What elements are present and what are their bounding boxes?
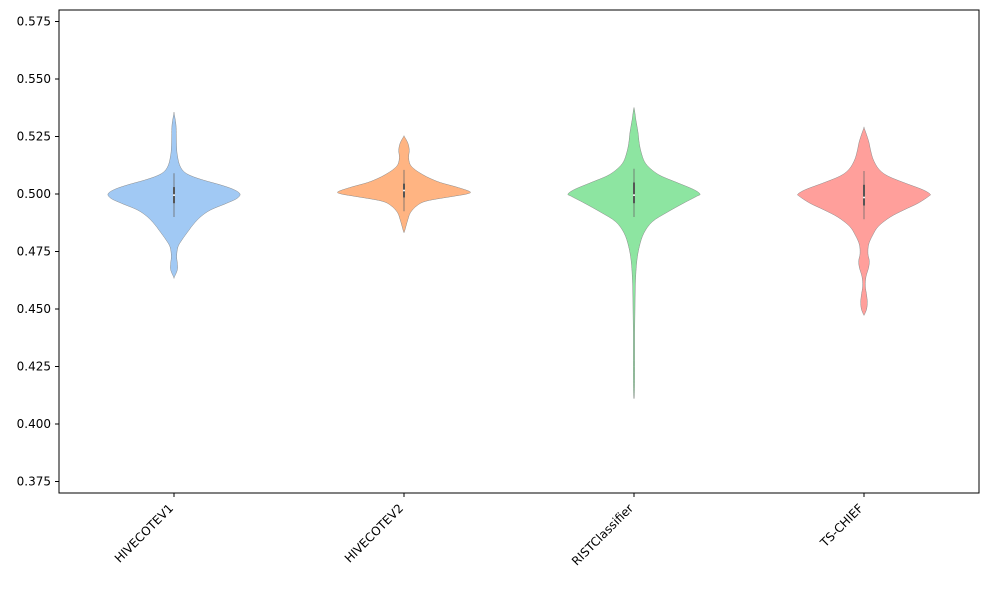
- violin-median: [403, 189, 405, 192]
- y-tick-label: 0.525: [17, 130, 51, 144]
- violin-body: [797, 126, 931, 316]
- y-tick-label: 0.425: [17, 360, 51, 374]
- violin-median: [863, 196, 865, 199]
- violin-ts-chief: [797, 126, 931, 316]
- violin-ristclassifier: [567, 107, 701, 399]
- y-tick-label: 0.400: [17, 417, 51, 431]
- x-tick-label: TS-CHIEF: [817, 501, 866, 550]
- violin-median: [633, 194, 635, 197]
- violin-median: [173, 194, 175, 197]
- violin-body: [567, 107, 701, 399]
- y-tick-label: 0.575: [17, 15, 51, 29]
- y-tick-label: 0.500: [17, 187, 51, 201]
- violins-layer: [107, 107, 931, 399]
- y-tick-label: 0.375: [17, 475, 51, 489]
- y-tick-label: 0.475: [17, 245, 51, 259]
- y-tick-label: 0.550: [17, 72, 51, 86]
- violin-hivecotev2: [337, 135, 471, 233]
- violin-hivecotev1: [107, 111, 241, 279]
- y-axis: 0.375 0.400 0.425 0.450 0.475 0.500 0.525 0.550…: [17, 15, 59, 489]
- x-tick-label: RISTClassifier: [569, 501, 636, 568]
- y-tick-label: 0.450: [17, 302, 51, 316]
- x-axis: HIVECOTEV1 HIVECOTEV2 RISTClassifier TS-CHI…: [112, 493, 866, 568]
- x-tick-label: HIVECOTEV2: [342, 501, 406, 565]
- plot-frame: [58, 9, 980, 494]
- x-tick-label: HIVECOTEV1: [112, 501, 176, 565]
